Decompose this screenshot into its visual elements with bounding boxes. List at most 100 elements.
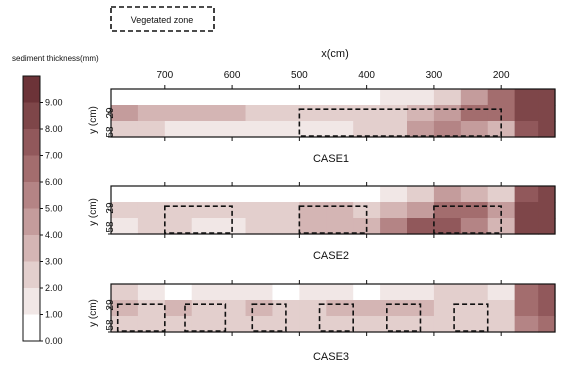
- heatmap-cell: [538, 300, 556, 317]
- heatmap-cell: [514, 300, 539, 317]
- heatmap-cell: [218, 284, 247, 301]
- case3-heatmap-cells: [111, 284, 556, 333]
- heatmap-cell: [299, 89, 327, 106]
- heatmap-cell: [326, 202, 354, 219]
- heatmap-cell: [326, 105, 354, 122]
- heatmap-cell: [353, 105, 381, 122]
- heatmap-cell: [433, 186, 462, 203]
- heatmap-cell: [407, 316, 435, 333]
- heatmap-cell: [111, 284, 139, 301]
- heatmap-cell: [460, 218, 489, 235]
- heatmap-cell: [245, 284, 274, 301]
- x-axis-title: x(cm): [321, 48, 349, 60]
- heatmap-cell: [191, 105, 220, 122]
- heatmap-cell: [514, 186, 539, 203]
- colorbar-segment: [23, 102, 40, 129]
- heatmap-cell: [299, 300, 327, 317]
- heatmap-cell: [326, 300, 354, 317]
- heatmap-cell: [272, 316, 300, 333]
- heatmap-cell: [218, 202, 247, 219]
- case2-frame: [108, 182, 556, 238]
- x-tick-label: 200: [493, 70, 510, 81]
- heatmap-cell: [407, 121, 435, 138]
- heatmap-cell: [326, 89, 354, 106]
- heatmap-cell: [326, 121, 354, 138]
- heatmap-cell: [353, 218, 381, 235]
- heatmap-cell: [299, 202, 327, 219]
- heatmap-cell: [191, 300, 220, 317]
- vegetated-zone: [433, 205, 502, 234]
- heatmap-cell: [137, 202, 166, 219]
- colorbar-tick-label: 7.00: [45, 151, 63, 161]
- heatmap-cell: [433, 105, 462, 122]
- heatmap-cell: [299, 121, 327, 138]
- heatmap-cell: [164, 121, 193, 138]
- heatmap-cell: [299, 218, 327, 235]
- vegetated-zone: [164, 205, 233, 234]
- heatmap-cell: [326, 316, 354, 333]
- heatmap-cell: [191, 186, 220, 203]
- heatmap-cell: [407, 218, 435, 235]
- heatmap-cell: [191, 202, 220, 219]
- heatmap-cell: [137, 284, 166, 301]
- heatmap-cell: [487, 121, 516, 138]
- colorbar-segment: [23, 129, 40, 156]
- heatmap-cell: [164, 300, 193, 317]
- colorbar-segment: [23, 155, 40, 182]
- heatmap-cell: [272, 89, 300, 106]
- heatmap-cell: [353, 202, 381, 219]
- x-tick-label: 600: [224, 70, 241, 81]
- heatmap-cell: [433, 284, 462, 301]
- heatmap-cell: [353, 316, 381, 333]
- colorbar-tick-label: 6.00: [45, 177, 63, 187]
- heatmap-cell: [514, 218, 539, 235]
- colorbar-segment: [23, 182, 40, 209]
- case1-heatmap-cells: [111, 89, 556, 138]
- case3-frame: [108, 280, 556, 336]
- heatmap-cell: [514, 202, 539, 219]
- heatmap-cell: [218, 89, 247, 106]
- heatmap-cell: [538, 218, 556, 235]
- heatmap-cell: [191, 89, 220, 106]
- vegetated-zone: [386, 303, 422, 332]
- heatmap-cell: [218, 218, 247, 235]
- case1-frame: [108, 85, 556, 141]
- heatmap-cell: [164, 284, 193, 301]
- heatmap-cell: [460, 186, 489, 203]
- heatmap-cell: [433, 300, 462, 317]
- heatmap-cell: [164, 202, 193, 219]
- heatmap-cell: [380, 316, 408, 333]
- vegetated-zone: [298, 205, 368, 234]
- heatmap-cell: [433, 89, 462, 106]
- heatmap-cell: [111, 218, 139, 235]
- heatmap-cell: [380, 105, 408, 122]
- x-tick-label: 300: [426, 70, 443, 81]
- heatmap-cell: [272, 121, 300, 138]
- vegetated-zone: [318, 303, 354, 332]
- x-tick-labels: 700 600 500 400 300 200: [156, 70, 509, 81]
- heatmap-cell: [111, 202, 139, 219]
- heatmap-cell: [433, 316, 462, 333]
- heatmap-cell: [353, 284, 381, 301]
- case3-panel: y (cm) 29 58 CASE3: [88, 280, 556, 363]
- heatmap-cell: [353, 186, 381, 203]
- heatmap-cell: [299, 105, 327, 122]
- heatmap-cell: [272, 284, 300, 301]
- heatmap-cell: [514, 105, 539, 122]
- heatmap-cell: [487, 316, 516, 333]
- heatmap-cell: [137, 89, 166, 106]
- case2-y-tick-29: 29: [105, 202, 116, 214]
- heatmap-cell: [380, 186, 408, 203]
- case3-title: CASE3: [313, 351, 349, 363]
- heatmap-cell: [353, 121, 381, 138]
- vegetated-zone-legend: Vegetated zone: [110, 6, 215, 32]
- vegetated-zone-legend-box: [110, 6, 215, 32]
- heatmap-cell: [137, 316, 166, 333]
- heatmap-cell: [245, 105, 274, 122]
- heatmap-cell: [272, 105, 300, 122]
- heatmap-cell: [272, 186, 300, 203]
- heatmap-cell: [245, 89, 274, 106]
- heatmap-cell: [218, 121, 247, 138]
- case3-vegetated-zones: [116, 303, 489, 332]
- heatmap-cell: [538, 316, 556, 333]
